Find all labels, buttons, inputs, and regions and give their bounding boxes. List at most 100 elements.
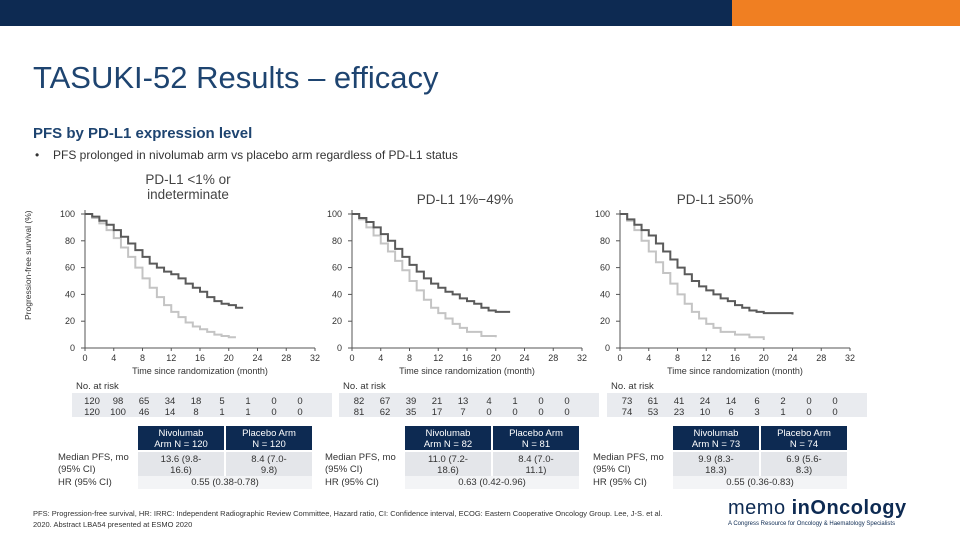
placebo-median-cell: 6.9 (5.6-8.3) [761, 452, 847, 476]
x-tick-label: 0 [349, 353, 354, 363]
nrisk-nivolumab-cell: 65 [138, 396, 150, 407]
bullet-point: • PFS prolonged in nivolumab arm vs place… [35, 148, 458, 162]
nrisk-nivolumab-cell: 2 [780, 396, 786, 407]
x-tick-label: 4 [646, 353, 651, 363]
x-tick-label: 8 [407, 353, 412, 363]
nrisk-placebo-cell: 0 [806, 407, 812, 418]
x-tick-label: 24 [787, 353, 797, 363]
nrisk-placebo-cell: 0 [486, 407, 492, 418]
y-tick-label: 20 [65, 316, 75, 326]
y-tick-label: 20 [600, 316, 610, 326]
x-tick-label: 0 [82, 353, 87, 363]
nrisk-placebo-cell: 35 [405, 407, 417, 418]
y-tick-label: 40 [332, 289, 342, 299]
section-subtitle: PFS by PD-L1 expression level [33, 125, 253, 142]
nrisk-placebo-cell: 46 [138, 407, 150, 418]
y-tick-label: 100 [327, 209, 342, 219]
placebo-arm-header: Placebo Arm N = 120 [226, 426, 312, 450]
nrisk-nivolumab-cell: 14 [725, 396, 737, 407]
nrisk-nivolumab-cell: 4 [486, 396, 492, 407]
y-tick-label: 0 [337, 343, 342, 353]
nrisk-row-bg [339, 393, 599, 417]
x-axis-label: Time since randomization (month) [132, 366, 268, 376]
nrisk-nivolumab-cell: 34 [164, 396, 176, 407]
hazard-ratio-cell: 0.55 (0.36-0.83) [673, 476, 847, 489]
placebo-curve [85, 213, 236, 339]
nrisk-placebo-cell: 7 [460, 407, 466, 418]
x-tick-label: 28 [816, 353, 826, 363]
nrisk-placebo-cell: 1 [245, 407, 251, 418]
median-pfs-label: Median PFS, mo (95% CI) [325, 452, 396, 475]
nivolumab-arm-header: Nivolumab Arm N = 82 [405, 426, 491, 450]
nivolumab-curve [85, 213, 244, 309]
x-tick-label: 20 [224, 353, 234, 363]
nrisk-placebo-cell: 23 [673, 407, 685, 418]
nrisk-nivolumab-cell: 1 [512, 396, 518, 407]
placebo-arm-header: Placebo Arm N = 81 [493, 426, 579, 450]
x-tick-label: 28 [548, 353, 558, 363]
footnote: PFS: Progression-free survival, HR: IRRC… [33, 509, 663, 529]
y-tick-label: 40 [600, 289, 610, 299]
nrisk-placebo-cell: 120 [84, 407, 100, 418]
x-tick-label: 8 [675, 353, 680, 363]
x-tick-label: 4 [111, 353, 116, 363]
nrisk-row-bg [607, 393, 867, 417]
hr-label: HR (95% CI) [58, 477, 112, 488]
x-tick-label: 16 [462, 353, 472, 363]
nrisk-nivolumab-cell: 0 [806, 396, 812, 407]
panel-title: PD-L1 ≥50% [676, 192, 754, 207]
x-tick-label: 12 [433, 353, 443, 363]
nrisk-nivolumab-cell: 0 [832, 396, 838, 407]
nivolumab-arm-header: Nivolumab Arm N = 73 [673, 426, 759, 450]
nivolumab-median-cell: 13.6 (9.8-16.6) [138, 452, 224, 476]
placebo-median-cell: 8.4 (7.0-9.8) [226, 452, 312, 476]
nrisk-nivolumab-cell: 61 [647, 396, 659, 407]
y-tick-label: 0 [605, 343, 610, 353]
x-tick-label: 32 [310, 353, 320, 363]
nrisk-placebo-cell: 6 [728, 407, 734, 418]
nrisk-placebo-cell: 0 [297, 407, 303, 418]
median-pfs-label: Median PFS, mo (95% CI) [58, 452, 129, 475]
placebo-median-cell: 8.4 (7.0-11.1) [493, 452, 579, 476]
y-tick-label: 0 [70, 343, 75, 353]
x-tick-label: 0 [617, 353, 622, 363]
nrisk-placebo-cell: 10 [699, 407, 711, 418]
y-tick-label: 60 [600, 263, 610, 273]
nivolumab-median-cell: 11.0 (7.2-18.6) [405, 452, 491, 476]
nrisk-label: No. at risk [76, 381, 119, 392]
nrisk-nivolumab-cell: 39 [405, 396, 417, 407]
nrisk-nivolumab-cell: 18 [190, 396, 202, 407]
header-bar-orange [732, 0, 960, 26]
memo-inoncology-logo: memo inOncology A Congress Resource for … [728, 497, 907, 527]
panel-title: PD-L1 <1% or indeterminate [145, 172, 231, 202]
nivolumab-curve [352, 213, 511, 313]
nrisk-placebo-cell: 14 [164, 407, 176, 418]
nrisk-placebo-cell: 0 [832, 407, 838, 418]
nrisk-nivolumab-cell: 13 [457, 396, 469, 407]
x-tick-label: 32 [577, 353, 587, 363]
nrisk-placebo-cell: 62 [379, 407, 391, 418]
nrisk-nivolumab-cell: 67 [379, 396, 391, 407]
logo-brand-b: inOncology [791, 497, 907, 519]
nrisk-placebo-cell: 8 [193, 407, 199, 418]
placebo-arm-header: Placebo Arm N = 74 [761, 426, 847, 450]
nrisk-placebo-cell: 74 [621, 407, 633, 418]
nrisk-placebo-cell: 1 [219, 407, 225, 418]
placebo-curve [620, 213, 765, 340]
x-tick-label: 8 [140, 353, 145, 363]
nivolumab-curve [620, 213, 794, 315]
x-tick-label: 24 [252, 353, 262, 363]
nrisk-nivolumab-cell: 24 [699, 396, 711, 407]
x-tick-label: 24 [519, 353, 529, 363]
nrisk-row-bg [72, 393, 332, 417]
y-tick-label: 60 [332, 263, 342, 273]
nrisk-placebo-cell: 17 [431, 407, 443, 418]
bullet-icon: • [35, 148, 40, 162]
y-tick-label: 80 [332, 236, 342, 246]
nrisk-label: No. at risk [611, 381, 654, 392]
panel-title: PD-L1 1%−49% [416, 192, 514, 207]
bullet-text: PFS prolonged in nivolumab arm vs placeb… [53, 148, 458, 162]
